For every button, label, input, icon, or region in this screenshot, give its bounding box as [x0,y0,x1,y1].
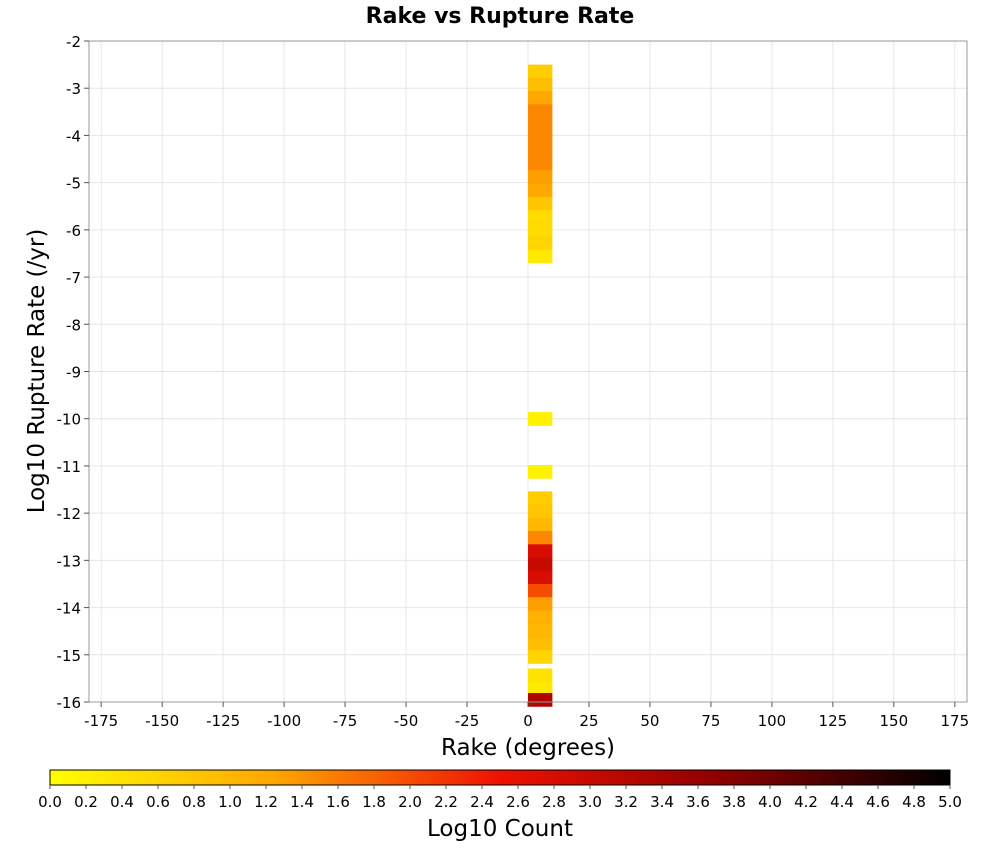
heatmap-cell [528,570,553,585]
x-axis-label: Rake (degrees) [441,735,615,761]
colorbar-tick-label: 2.6 [506,793,530,811]
colorbar-tick-label: 4.4 [830,793,854,811]
y-tick-label: -12 [57,505,82,523]
y-tick-label: -3 [66,80,81,98]
colorbar-tick-label: 3.8 [722,793,746,811]
colorbar-tick-label: 5.0 [938,793,962,811]
x-tick-label: 150 [880,712,909,730]
colorbar-tick-label: 0.2 [74,793,98,811]
heatmap-cell [528,583,553,598]
x-tick-label: -25 [455,712,480,730]
x-axis-ticks: -175 -150 -125 -100 -75 -50 -25 0 25 50 75 100 125 15… [84,702,969,730]
colorbar-tick-label: 3.6 [686,793,710,811]
x-tick-label: -50 [394,712,419,730]
heatmap-cell [528,597,553,611]
colorbar-tick-label: 3.0 [578,793,602,811]
heatmap-cell [528,104,553,118]
x-tick-label: 75 [701,712,720,730]
y-tick-label: -2 [66,33,81,51]
heatmap-cell [528,517,553,532]
colorbar-tick-label: 2.0 [398,793,422,811]
y-tick-label: -8 [66,316,81,334]
heatmap-cells [528,64,553,707]
heatmap-cell [528,183,553,198]
x-tick-label: 0 [523,712,533,730]
y-tick-label: -16 [57,694,82,712]
heatmap-cell [528,77,553,92]
x-tick-label: -75 [333,712,358,730]
colorbar-tick-label: 0.0 [38,793,62,811]
x-tick-label: 50 [640,712,659,730]
colorbar [49,769,951,786]
colorbar-tick-label: 0.8 [182,793,206,811]
colorbar-tick-label: 4.2 [794,793,818,811]
heatmap-cell [528,650,553,664]
colorbar-tick-label: 1.6 [326,793,350,811]
y-tick-label: -10 [57,411,82,429]
colorbar-tick-label: 4.6 [866,793,890,811]
heatmap-cell [528,693,553,707]
x-tick-label: -175 [84,712,118,730]
x-tick-label: 25 [579,712,598,730]
x-tick-label: -125 [206,712,240,730]
x-tick-label: -100 [267,712,301,730]
heatmap-cell [528,170,553,185]
x-tick-label: 175 [940,712,969,730]
heatmap-cell [528,623,553,638]
heatmap-cell [528,249,553,264]
y-tick-label: -5 [66,175,81,193]
colorbar-tick-label: 2.8 [542,793,566,811]
heatmap-cell [528,668,553,683]
heatmap-cell [528,223,553,237]
y-tick-label: -13 [57,552,82,570]
heatmap-cell [528,143,553,158]
y-tick-label: -7 [66,269,81,287]
colorbar-tick-label: 2.4 [470,793,494,811]
y-tick-label: -14 [57,600,82,618]
x-tick-label: 125 [819,712,848,730]
colorbar-tick-label: 1.0 [218,793,242,811]
colorbar-tick-label: 1.2 [254,793,278,811]
heatmap-cell [528,557,553,572]
colorbar-tick-label: 1.8 [362,793,386,811]
colorbar-tick-label: 4.8 [902,793,926,811]
x-tick-label: 100 [758,712,787,730]
colorbar-tick-label: 0.6 [146,793,170,811]
heatmap-cell [528,531,553,545]
heatmap-cell [528,157,553,171]
heatmap-cell [528,236,553,251]
heatmap-cell [528,210,553,224]
y-tick-label: -11 [57,458,82,476]
colorbar-tick-label: 3.4 [650,793,674,811]
y-axis-ticks: -2 -3 -4 -5 -6 -7 -8 -9 -10 -11 -12 -13 -14 -15 -16 [57,33,89,712]
colorbar-tick-label: 1.4 [290,793,314,811]
y-tick-label: -15 [57,647,82,665]
y-tick-label: -4 [66,127,81,145]
heatmap-cell [528,681,553,696]
heatmap-cell [528,464,553,479]
y-tick-label: -9 [66,364,81,382]
heatmap-cell [528,610,553,625]
heatmap-cell [528,544,553,559]
heatmap-cell [528,91,553,105]
heatmap-cell [528,117,553,132]
colorbar-tick-label: 3.2 [614,793,638,811]
chart-title: Rake vs Rupture Rate [366,4,635,29]
heatmap-cell [528,412,553,426]
heatmap-cell [528,196,553,211]
colorbar-label: Log10 Count [427,816,573,842]
heatmap-cell [528,130,553,145]
colorbar-ticks: 0.0 0.2 0.4 0.6 0.8 1.0 1.2 1.4 1.6 1.8 2.0 2.2 2.4 2… [38,785,962,811]
x-tick-label: -150 [145,712,179,730]
heatmap-cell [528,491,553,506]
colorbar-tick-label: 0.4 [110,793,134,811]
y-tick-label: -6 [66,222,81,240]
heatmap-cell [528,64,553,79]
heatmap-cell [528,636,553,651]
heatmap-cell [528,504,553,519]
y-axis-label: Log10 Rupture Rate (/yr) [24,229,50,514]
colorbar-tick-label: 2.2 [434,793,458,811]
colorbar-tick-label: 4.0 [758,793,782,811]
